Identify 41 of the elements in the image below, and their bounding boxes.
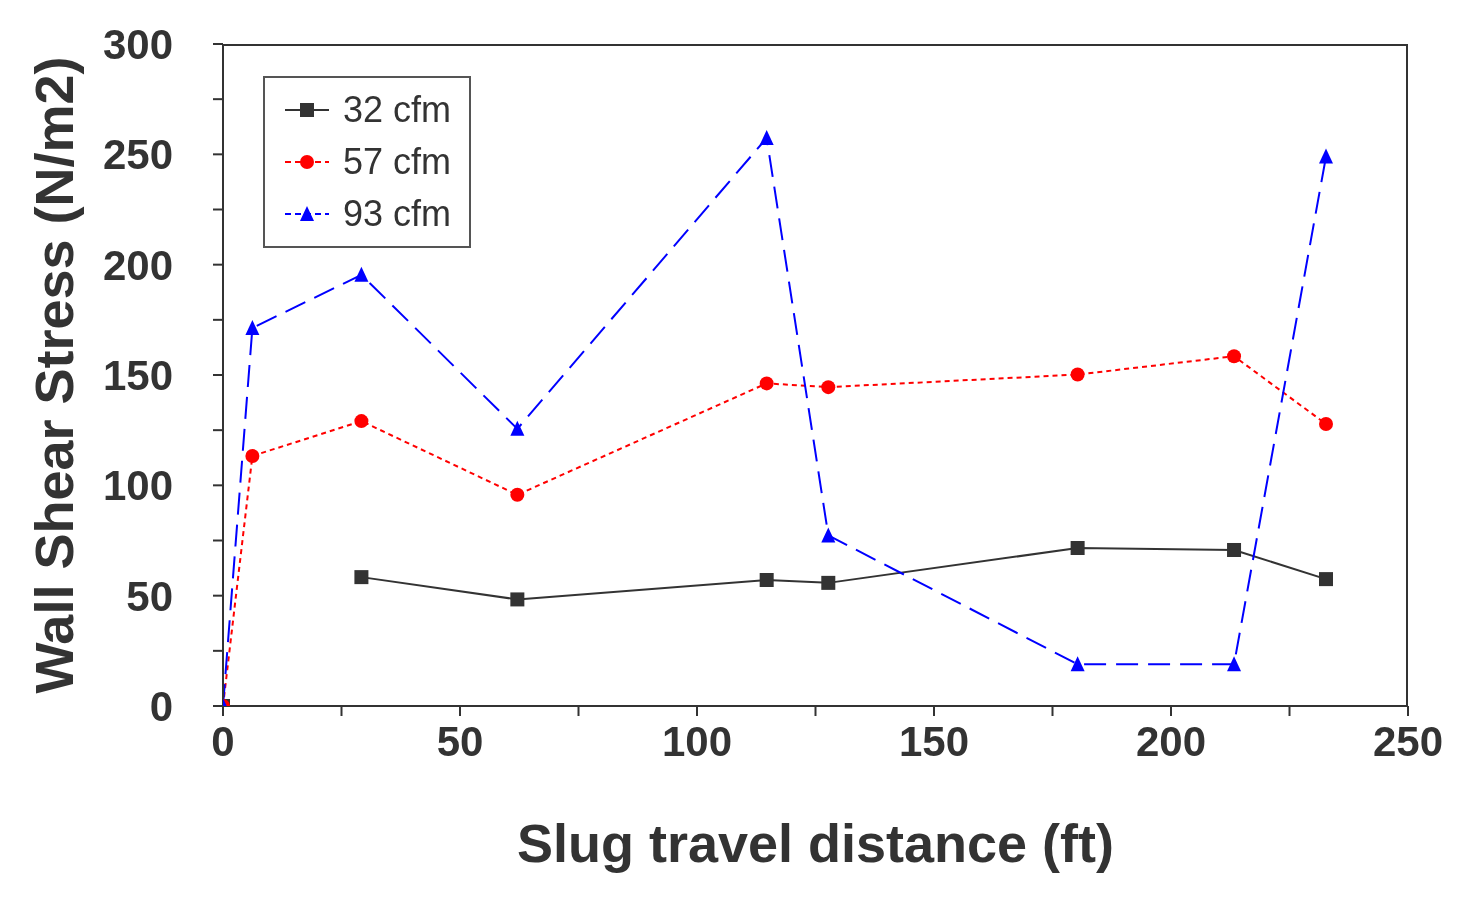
point: [1227, 349, 1242, 364]
point: [245, 448, 260, 463]
x-tick-label: 250: [1372, 718, 1444, 765]
y-axis-title: Wall Shear Stress (N/m2): [24, 56, 85, 694]
point: [821, 380, 836, 395]
point: [245, 320, 260, 335]
y-tick-label: 150: [102, 352, 173, 399]
point: [354, 266, 369, 282]
point: [821, 527, 836, 543]
x-tick-label: 0: [211, 718, 235, 765]
point: [354, 414, 369, 429]
x-axis-title: Slug travel distance (ft): [516, 813, 1115, 873]
point: [1070, 367, 1085, 382]
point: [759, 376, 774, 391]
y-tick-label: 300: [102, 21, 173, 68]
x-tick-label: 100: [661, 718, 733, 765]
point: [759, 130, 774, 145]
point: [1227, 656, 1242, 672]
y-tick-label: 250: [102, 131, 173, 179]
point: [1319, 148, 1333, 164]
point: [1070, 541, 1085, 555]
legend-label: 57 cfm: [343, 140, 452, 184]
y-tick-label: 50: [126, 572, 173, 620]
legend-label: 93 cfm: [343, 192, 452, 236]
point: [821, 575, 836, 590]
legend-label: 32 cfm: [343, 88, 452, 132]
x-tick-label: 50: [436, 718, 484, 765]
point: [510, 487, 525, 502]
point: [510, 420, 525, 436]
y-tick-label: 0: [149, 683, 173, 730]
y-tick-label: 100: [102, 462, 173, 510]
point: [759, 573, 774, 587]
point: [1319, 416, 1333, 431]
y-tick-label: 200: [102, 241, 173, 289]
point: [1070, 656, 1085, 672]
point: [1319, 572, 1333, 587]
point: [510, 592, 525, 607]
x-tick-label: 200: [1135, 718, 1207, 765]
point: [354, 570, 369, 585]
x-tick-label: 150: [898, 718, 970, 765]
point: [1227, 542, 1242, 557]
